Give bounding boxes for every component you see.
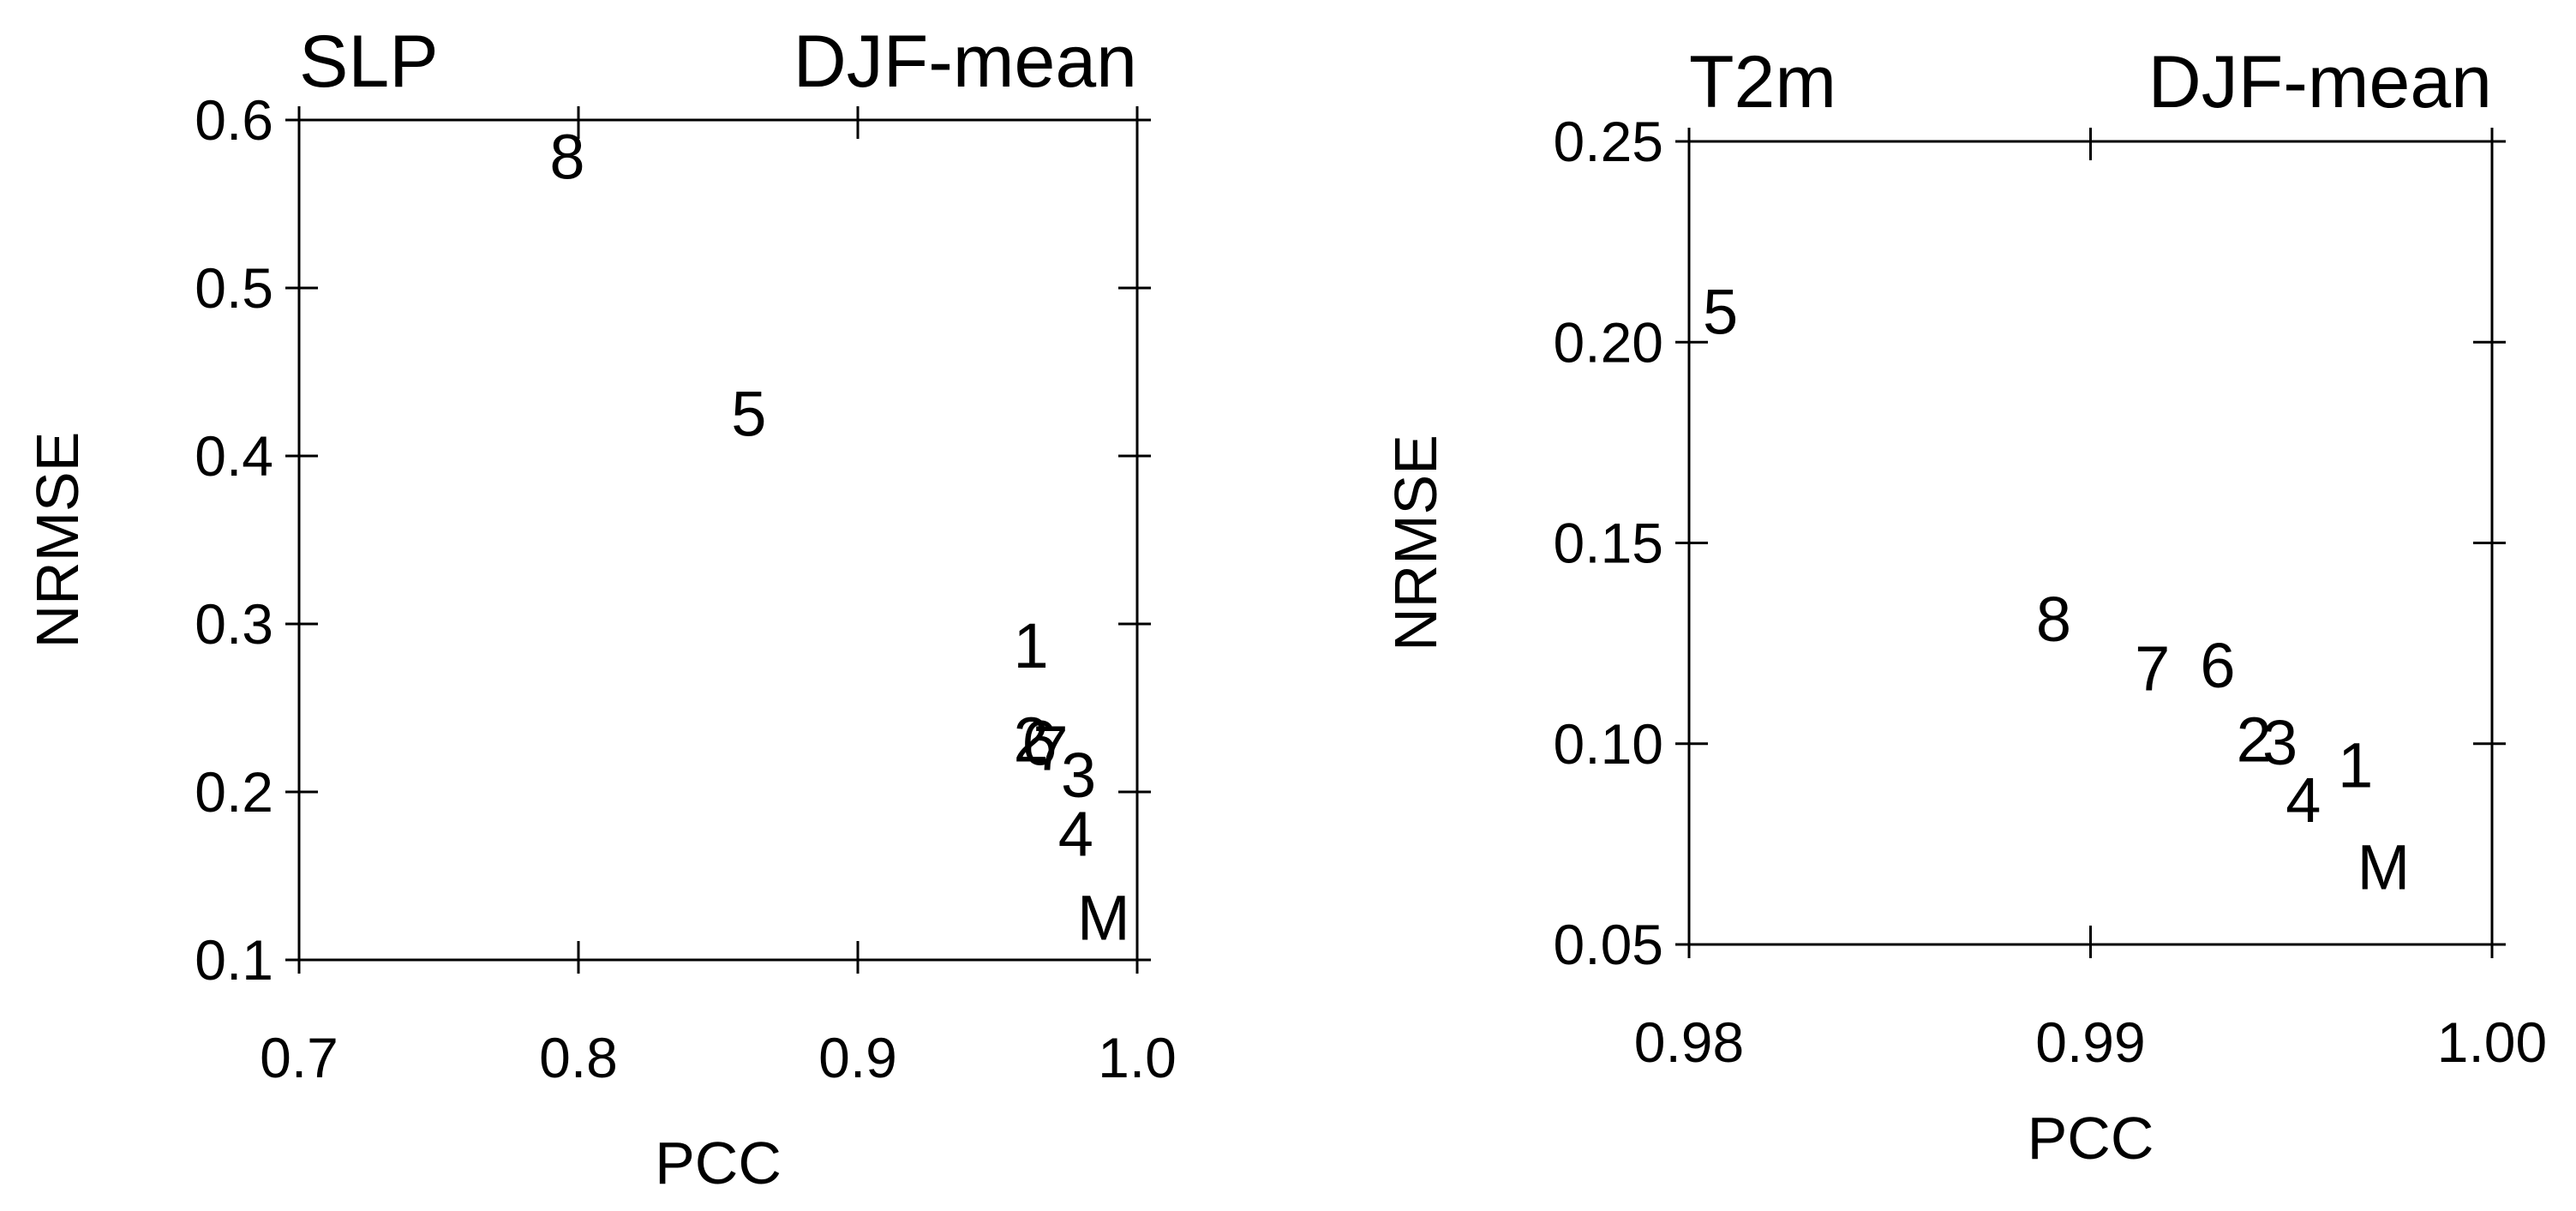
y-tick-label: 0.3: [195, 592, 273, 656]
x-tick-label: 0.99: [2035, 1010, 2145, 1074]
point-label: 8: [549, 122, 584, 193]
y-tick-label: 0.5: [195, 256, 273, 320]
point-label: 4: [1058, 799, 1093, 870]
x-tick-label: 0.7: [260, 1026, 338, 1089]
point-label: 7: [2135, 633, 2170, 704]
chart-subtitle: DJF-mean: [2148, 41, 2492, 123]
y-tick-label: 0.10: [1554, 712, 1663, 776]
point-label: 1: [2338, 730, 2373, 801]
y-tick-label: 0.2: [195, 760, 273, 824]
x-axis-label: PCC: [655, 1130, 782, 1196]
point-label: 2: [1014, 704, 1049, 776]
plot-frame: [297, 118, 1139, 962]
point-label: 7: [1033, 713, 1068, 784]
point-label: 5: [731, 379, 766, 450]
point-label: 6: [1021, 708, 1057, 779]
point-label: 3: [2262, 707, 2297, 778]
chart-title: SLP: [299, 21, 439, 103]
y-tick-label: 0.1: [195, 928, 273, 992]
point-label: 8: [2036, 584, 2071, 655]
y-tick-label: 0.25: [1554, 110, 1663, 173]
y-axis-label: NRMSE: [1382, 435, 1449, 651]
point-label: M: [2357, 832, 2411, 903]
y-tick-label: 0.6: [195, 88, 273, 152]
y-tick-label: 0.15: [1554, 512, 1663, 575]
y-tick-label: 0.20: [1554, 310, 1663, 374]
x-tick-label: 0.9: [818, 1026, 897, 1089]
point-label: 6: [2200, 630, 2235, 701]
point-label: 4: [2285, 764, 2321, 836]
plot-frame: [1687, 140, 2494, 946]
point-label: 5: [1703, 277, 1738, 348]
x-tick-label: 0.98: [1634, 1010, 1744, 1074]
chart-subtitle: DJF-mean: [794, 21, 1137, 103]
point-label: 2: [2237, 704, 2272, 776]
point-label: M: [1077, 883, 1130, 954]
y-tick-label: 0.05: [1554, 913, 1663, 976]
x-tick-label: 1.00: [2437, 1010, 2547, 1074]
point-label: 3: [1061, 740, 1096, 811]
x-tick-label: 0.8: [539, 1026, 618, 1089]
x-tick-label: 1.0: [1098, 1026, 1177, 1089]
y-tick-label: 0.4: [195, 424, 273, 488]
y-axis-label: NRMSE: [24, 432, 91, 649]
x-axis-label: PCC: [2028, 1105, 2154, 1172]
chart-title: T2m: [1689, 41, 1836, 123]
point-label: 1: [1014, 610, 1049, 681]
